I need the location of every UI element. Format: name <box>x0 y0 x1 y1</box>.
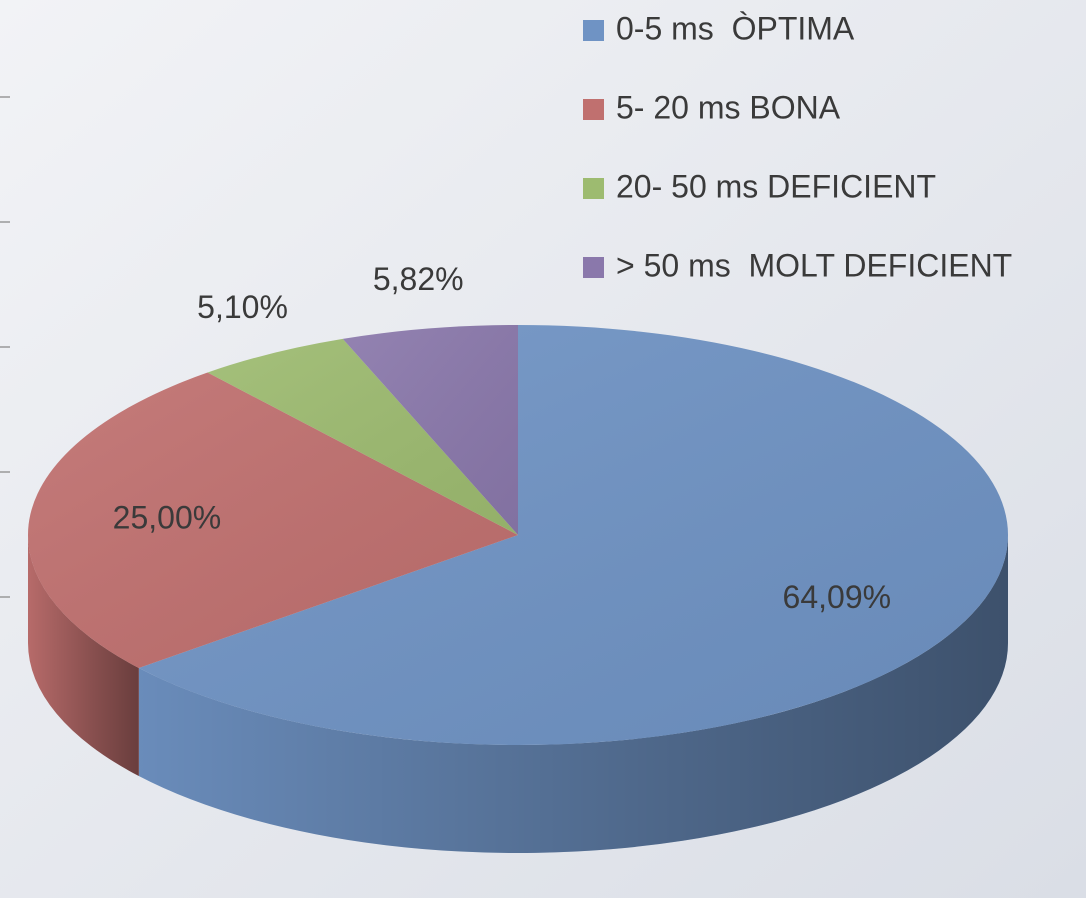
data-label: 25,00% <box>113 499 222 535</box>
axis-remnants <box>0 96 10 598</box>
data-label: 5,10% <box>197 289 288 325</box>
legend-swatch <box>583 178 604 199</box>
legend-swatch <box>583 99 604 120</box>
slice-gloss <box>28 372 519 669</box>
legend-label: 5- 20 ms BONA <box>616 89 841 125</box>
slice-gloss <box>138 325 1009 746</box>
legend-swatch <box>583 20 604 41</box>
side-shade <box>28 535 139 777</box>
legend-label: 0-5 ms ÒPTIMA <box>616 10 855 46</box>
data-label: 64,09% <box>783 579 892 615</box>
data-label: 5,82% <box>373 261 464 297</box>
slice-gloss <box>342 325 518 535</box>
legend-label: 20- 50 ms DEFICIENT <box>616 168 936 204</box>
slice-gloss <box>207 338 519 535</box>
legend-swatch <box>583 257 604 278</box>
legend-label: > 50 ms MOLT DEFICIENT <box>616 247 1012 283</box>
side-shade <box>138 535 1009 854</box>
